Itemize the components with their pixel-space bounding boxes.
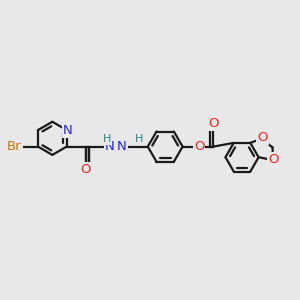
Text: O: O	[268, 153, 279, 166]
Text: H: H	[134, 134, 143, 144]
Text: O: O	[208, 117, 219, 130]
Text: N: N	[117, 140, 127, 153]
Text: O: O	[257, 131, 268, 144]
Text: H: H	[103, 134, 111, 144]
Text: Br: Br	[7, 140, 22, 153]
Text: O: O	[194, 140, 204, 153]
Text: N: N	[63, 124, 73, 136]
Text: N: N	[105, 140, 115, 153]
Text: O: O	[80, 163, 91, 176]
